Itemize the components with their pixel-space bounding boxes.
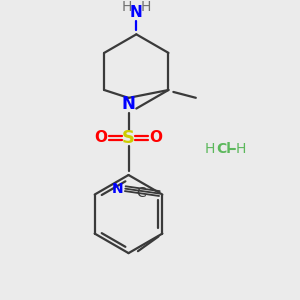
Text: H: H bbox=[204, 142, 215, 156]
Text: S: S bbox=[122, 129, 135, 147]
Text: N: N bbox=[130, 5, 143, 20]
Text: N: N bbox=[112, 182, 123, 196]
Text: O: O bbox=[149, 130, 162, 146]
Text: H: H bbox=[141, 0, 151, 14]
Text: C: C bbox=[136, 186, 146, 200]
Text: Cl: Cl bbox=[216, 142, 231, 156]
Text: H: H bbox=[122, 0, 132, 14]
Text: O: O bbox=[95, 130, 108, 146]
Text: H: H bbox=[236, 142, 246, 156]
Text: N: N bbox=[122, 95, 136, 113]
